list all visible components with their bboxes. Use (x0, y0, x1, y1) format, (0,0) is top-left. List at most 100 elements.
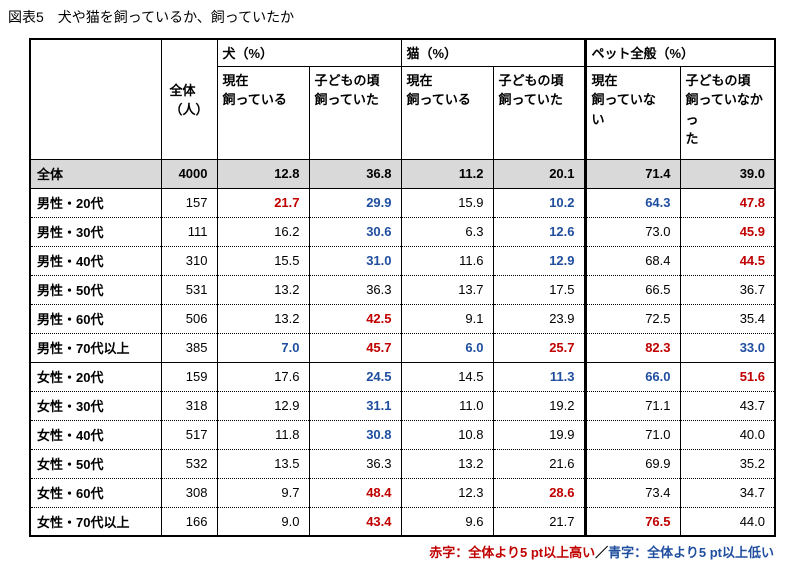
row-label: 男性・50代 (29, 275, 161, 304)
table-row: 男性・70代以上 385 7.0 45.7 6.0 25.7 82.3 33.0 (29, 333, 775, 362)
cell-value: 16.2 (216, 217, 309, 246)
footnote: 赤字：全体より5 pt以上高い／青字：全体より5 pt以上低い (29, 542, 774, 561)
row-label: 女性・60代 (29, 478, 161, 507)
cell-total-people: 310 (160, 246, 217, 275)
cell-value: 36.3 (308, 449, 401, 478)
cell-value: 51.6 (679, 362, 775, 391)
cell-value: 12.9 (216, 391, 309, 420)
cell-value: 73.4 (583, 478, 680, 507)
cell-value: 9.6 (400, 507, 493, 536)
col-header-dog-child: 子どもの頃 飼っていた (308, 66, 401, 159)
table-row-total: 全体 4000 12.8 36.8 11.2 20.1 71.4 39.0 (29, 159, 775, 188)
cell-value: 33.0 (679, 333, 775, 362)
cell-total-people: 166 (160, 507, 217, 536)
cell-value: 35.2 (679, 449, 775, 478)
cell-value: 9.7 (216, 478, 309, 507)
cell-value: 48.4 (308, 478, 401, 507)
cell-value: 13.2 (216, 304, 309, 333)
cell-value: 44.0 (679, 507, 775, 536)
table-row: 男性・30代 111 16.2 30.6 6.3 12.6 73.0 45.9 (29, 217, 775, 246)
col-header-dog-now: 現在 飼っている (216, 66, 309, 159)
table-row: 男性・60代 506 13.2 42.5 9.1 23.9 72.5 35.4 (29, 304, 775, 333)
figure-title: 図表5 犬や猫を飼っているか、飼っていたか (8, 9, 295, 25)
cell-value: 73.0 (583, 217, 680, 246)
footnote-red: 赤字：全体より5 pt以上高い (429, 545, 596, 560)
cell-value: 31.1 (308, 391, 401, 420)
cell-value: 6.0 (400, 333, 493, 362)
table-row: 女性・60代 308 9.7 48.4 12.3 28.6 73.4 34.7 (29, 478, 775, 507)
row-label: 女性・30代 (29, 391, 161, 420)
cell-value: 30.6 (308, 217, 401, 246)
cell-value: 11.6 (400, 246, 493, 275)
footnote-blue: 青字：全体より5 pt以上低い (608, 545, 774, 560)
cell-total-people: 159 (160, 362, 217, 391)
cell-value: 11.2 (400, 159, 493, 188)
pet-ownership-table: 全体 （人） 犬（%） 猫（%） ペット全般（%） 現在 飼っている 子どもの頃… (29, 38, 776, 537)
cell-value: 15.9 (400, 188, 493, 217)
cell-value: 19.9 (492, 420, 585, 449)
cell-value: 29.9 (308, 188, 401, 217)
cell-value: 34.7 (679, 478, 775, 507)
col-header-cat-now: 現在 飼っている (400, 66, 493, 159)
cell-total-people: 385 (160, 333, 217, 362)
cell-value: 14.5 (400, 362, 493, 391)
cell-value: 43.7 (679, 391, 775, 420)
cell-value: 23.9 (492, 304, 585, 333)
cell-value: 17.5 (492, 275, 585, 304)
table-row: 女性・40代 517 11.8 30.8 10.8 19.9 71.0 40.0 (29, 420, 775, 449)
cell-value: 30.8 (308, 420, 401, 449)
cell-value: 10.2 (492, 188, 585, 217)
cell-total-people: 4000 (160, 159, 217, 188)
cell-total-people: 111 (160, 217, 217, 246)
cell-value: 82.3 (583, 333, 680, 362)
cell-value: 12.6 (492, 217, 585, 246)
header-group-row: 全体 （人） 犬（%） 猫（%） ペット全般（%） (29, 39, 775, 159)
cell-value: 69.9 (583, 449, 680, 478)
cell-value: 71.1 (583, 391, 680, 420)
cell-value: 21.6 (492, 449, 585, 478)
cell-value: 17.6 (216, 362, 309, 391)
col-header-pet-now-not: 現在 飼っていな い (583, 66, 680, 159)
cell-value: 39.0 (679, 159, 775, 188)
cell-total-people: 308 (160, 478, 217, 507)
cell-value: 25.7 (492, 333, 585, 362)
cell-value: 20.1 (492, 159, 585, 188)
header-sub-row: 現在 飼っている 子どもの頃 飼っていた 現在 飼っている 子どもの頃 飼ってい… (30, 66, 775, 159)
table-row: 男性・50代 531 13.2 36.3 13.7 17.5 66.5 36.7 (29, 275, 775, 304)
table-body: 全体 4000 12.8 36.8 11.2 20.1 71.4 39.0 男性・20代 157 2… (29, 159, 775, 536)
cell-value: 21.7 (216, 188, 309, 217)
row-label: 女性・70代以上 (29, 507, 161, 536)
footnote-separator: ／ (595, 545, 609, 560)
cell-total-people: 532 (160, 449, 217, 478)
cell-value: 9.1 (400, 304, 493, 333)
cell-value: 36.7 (679, 275, 775, 304)
row-label: 男性・60代 (29, 304, 161, 333)
table-row: 男性・40代 310 15.5 31.0 11.6 12.9 68.4 44.5 (29, 246, 775, 275)
cell-value: 12.8 (216, 159, 309, 188)
table-row: 女性・50代 532 13.5 36.3 13.2 21.6 69.9 35.2 (29, 449, 775, 478)
cell-total-people: 531 (160, 275, 217, 304)
cell-value: 19.2 (492, 391, 585, 420)
cell-value: 10.8 (400, 420, 493, 449)
cell-value: 12.3 (400, 478, 493, 507)
cell-value: 24.5 (308, 362, 401, 391)
row-label: 男性・30代 (29, 217, 161, 246)
col-header-cat-child: 子どもの頃 飼っていた (492, 66, 585, 159)
cell-value: 45.9 (679, 217, 775, 246)
row-label: 全体 (29, 159, 161, 188)
table-row: 男性・20代 157 21.7 29.9 15.9 10.2 64.3 47.8 (29, 188, 775, 217)
cell-total-people: 157 (160, 188, 217, 217)
cell-value: 15.5 (216, 246, 309, 275)
cell-value: 76.5 (583, 507, 680, 536)
cell-value: 35.4 (679, 304, 775, 333)
cell-total-people: 506 (160, 304, 217, 333)
cell-total-people: 318 (160, 391, 217, 420)
cell-value: 7.0 (216, 333, 309, 362)
cell-value: 6.3 (400, 217, 493, 246)
col-group-pet: ペット全般（%） (583, 39, 775, 67)
col-header-pet-child-not: 子どもの頃 飼っていなかっ た (679, 66, 775, 159)
cell-value: 13.2 (216, 275, 309, 304)
cell-value: 28.6 (492, 478, 585, 507)
cell-value: 31.0 (308, 246, 401, 275)
